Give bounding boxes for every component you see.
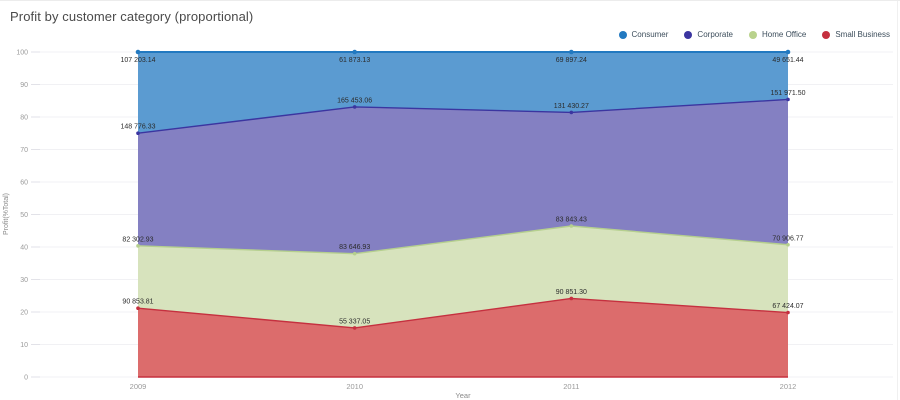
marker-consumer[interactable]: [135, 49, 141, 55]
marker-home-office[interactable]: [786, 242, 790, 247]
y-tick-label: 10: [20, 342, 28, 349]
chart-title: Profit by customer category (proportiona…: [10, 9, 254, 24]
line-corporate: [137, 98, 789, 134]
marker-consumer[interactable]: [785, 49, 791, 55]
legend: Consumer Corporate Home Office Small Busine…: [618, 30, 890, 39]
x-tick-label: 2011: [563, 382, 579, 391]
area-corporate[interactable]: [138, 99, 788, 254]
marker-home-office[interactable]: [352, 251, 357, 256]
marker-consumer[interactable]: [352, 49, 357, 55]
data-label-consumer: 61 873.13: [339, 57, 370, 64]
marker-consumer[interactable]: [569, 49, 574, 55]
data-label-home-office: 83 843.43: [556, 217, 587, 224]
corporate-legend-dot: [684, 30, 693, 39]
y-tick-label: 30: [20, 277, 28, 284]
data-label-home-office: 83 646.93: [339, 244, 370, 251]
y-tick-label: 20: [20, 310, 28, 317]
marker-home-office[interactable]: [136, 244, 140, 248]
marker-small-business[interactable]: [352, 326, 357, 330]
legend-item-small-business[interactable]: Small Business: [822, 30, 890, 39]
data-label-corporate: 151 971.50: [770, 90, 805, 97]
data-label-small-business: 90 853.81: [122, 299, 153, 306]
data-label-corporate: 165 453.06: [337, 97, 372, 104]
y-tick-label: 50: [20, 212, 28, 219]
y-tick-label: 0: [24, 375, 28, 382]
card-right-border: [897, 1, 898, 400]
marker-small-business[interactable]: [136, 306, 140, 310]
marker-corporate[interactable]: [569, 110, 574, 115]
y-tick-label: 90: [20, 82, 28, 89]
data-label-small-business: 90 851.30: [556, 289, 587, 296]
home-office-legend-dot: [749, 30, 757, 39]
y-tick-label: 40: [20, 245, 28, 252]
area-home-office[interactable]: [138, 226, 788, 328]
line-home-office: [137, 225, 789, 255]
area-small-business[interactable]: [138, 298, 788, 377]
x-tick-label: 2009: [130, 382, 147, 391]
y-tick-label: 80: [20, 115, 28, 122]
legend-item-corporate[interactable]: Corporate: [684, 30, 733, 39]
marker-small-business[interactable]: [786, 310, 790, 315]
data-label-corporate: 148 776.33: [120, 124, 155, 131]
x-tick-label: 2012: [780, 382, 797, 391]
data-label-consumer: 69 897.24: [556, 57, 587, 64]
y-tick-label: 70: [20, 147, 28, 154]
data-label-home-office: 70 906.77: [772, 235, 803, 242]
data-label-consumer: 107 203.14: [120, 57, 155, 64]
legend-label: Home Office: [762, 30, 807, 39]
x-tick-label: 2010: [346, 382, 363, 391]
consumer-legend-dot: [618, 30, 627, 39]
legend-item-home-office[interactable]: Home Office: [749, 30, 806, 39]
legend-label: Small Business: [835, 30, 890, 39]
y-tick-label: 60: [20, 180, 28, 187]
line-small-business: [137, 297, 789, 329]
y-tick-label: 100: [16, 50, 28, 57]
marker-corporate[interactable]: [786, 97, 790, 102]
legend-item-consumer[interactable]: Consumer: [618, 30, 669, 39]
x-axis-title: Year: [455, 391, 471, 400]
data-label-small-business: 67 424.07: [772, 303, 803, 310]
data-label-consumer: 49 651.44: [772, 57, 803, 64]
data-label-home-office: 82 302.93: [122, 236, 153, 243]
legend-label: Corporate: [697, 30, 733, 39]
data-label-corporate: 131 430.27: [554, 103, 589, 110]
marker-corporate[interactable]: [352, 105, 357, 109]
marker-corporate[interactable]: [136, 131, 140, 135]
legend-label: Consumer: [631, 30, 669, 39]
marker-small-business[interactable]: [569, 296, 574, 301]
marker-home-office[interactable]: [569, 224, 574, 228]
y-axis-title: Profit(%Total): [3, 193, 10, 235]
data-label-small-business: 55 337.05: [339, 318, 370, 325]
small-business-legend-dot: [822, 30, 831, 39]
